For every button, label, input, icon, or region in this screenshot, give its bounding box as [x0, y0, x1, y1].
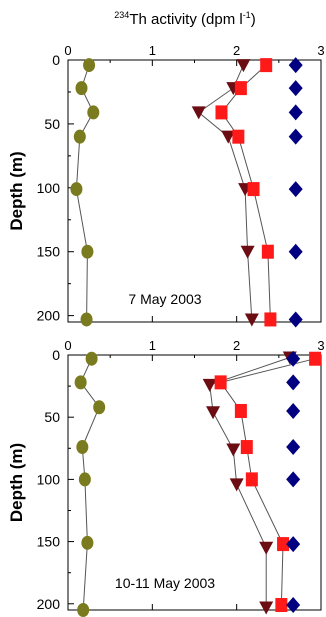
y-tick-label: 0	[52, 347, 60, 363]
data-point-square	[234, 403, 247, 418]
data-point-triangle	[221, 130, 236, 144]
y-tick-label: 100	[37, 180, 61, 196]
y-tick-label: 150	[37, 244, 61, 260]
data-point-diamond	[288, 104, 303, 121]
data-point-triangle	[259, 541, 274, 555]
y-axis-label: Depth (m)	[7, 443, 26, 522]
x-tick-label: 0	[64, 338, 71, 353]
y-tick-label: 200	[37, 308, 61, 324]
data-point-diamond	[286, 471, 301, 488]
data-point-square	[261, 244, 274, 259]
data-point-square	[275, 598, 288, 613]
data-point-square	[245, 472, 258, 487]
data-point-triangle	[236, 59, 251, 73]
data-point-circle	[81, 244, 94, 259]
data-point-square	[215, 105, 228, 120]
data-point-diamond	[286, 350, 301, 367]
data-point-circle	[77, 603, 90, 617]
data-point-triangle	[202, 378, 217, 392]
data-point-triangle	[259, 601, 274, 615]
y-tick-label: 150	[37, 534, 61, 550]
data-point-circle	[78, 472, 91, 487]
data-point-triangle	[191, 106, 206, 120]
title-close-paren: )	[251, 11, 256, 28]
data-point-square	[260, 58, 273, 73]
data-point-circle	[85, 351, 98, 366]
data-point-triangle	[226, 443, 241, 457]
y-tick-label: 100	[37, 471, 61, 487]
data-point-triangle	[229, 478, 244, 492]
data-point-circle	[80, 312, 93, 327]
panel-bottom: 0 1 2 3 0 50 100 150 200 Depth (m) 10-11 May 2003	[7, 338, 325, 617]
data-point-square	[232, 129, 245, 144]
data-point-triangle	[244, 313, 259, 327]
data-point-circle	[76, 440, 89, 455]
data-point-diamond	[288, 181, 303, 198]
x-tick-label: 1	[149, 43, 156, 58]
data-point-circle	[83, 58, 96, 73]
y-tick-label: 50	[44, 116, 60, 132]
panel-top: 0 1 2 3 0 50 100 150 200 Depth (m) 7 May 2003	[7, 43, 325, 328]
x-tick-label: 2	[233, 43, 240, 58]
date-annotation: 10-11 May 2003	[115, 575, 215, 591]
data-point-diamond	[288, 243, 303, 260]
data-point-square	[214, 375, 227, 390]
x-tick-label: 0	[64, 43, 71, 58]
data-point-circle	[74, 375, 87, 390]
data-point-circle	[87, 105, 100, 120]
data-point-square	[240, 440, 253, 455]
plot-frame	[67, 59, 322, 323]
data-point-diamond	[288, 80, 303, 97]
data-point-square	[247, 182, 260, 197]
figure-title: 234Th activity (dpm l-1)	[114, 10, 255, 28]
data-point-diamond	[288, 311, 303, 328]
data-point-circle	[93, 400, 106, 415]
y-axis-label: Depth (m)	[7, 151, 26, 230]
y-tick-label: 0	[52, 52, 60, 68]
data-point-circle	[73, 129, 86, 144]
data-point-diamond	[286, 536, 301, 553]
data-point-diamond	[286, 439, 301, 456]
data-point-triangle	[206, 406, 221, 420]
data-point-square	[234, 81, 247, 96]
plot-frame	[67, 354, 322, 611]
title-superscript-exponent: -1	[243, 10, 251, 20]
x-tick-label: 1	[149, 338, 156, 353]
data-point-diamond	[288, 57, 303, 74]
data-point-triangle	[240, 245, 255, 259]
data-point-diamond	[288, 128, 303, 145]
data-point-circle	[70, 182, 83, 197]
x-tick-label: 3	[317, 43, 324, 58]
x-tick-label: 2	[233, 338, 240, 353]
y-tick-label: 50	[44, 409, 60, 425]
data-point-diamond	[286, 374, 301, 391]
data-point-diamond	[286, 402, 301, 419]
y-tick-label: 200	[37, 596, 61, 612]
data-point-square	[264, 312, 277, 327]
title-superscript-mass: 234	[114, 10, 129, 20]
date-annotation: 7 May 2003	[128, 291, 201, 307]
data-point-circle	[75, 81, 88, 96]
title-main-text: Th activity (dpm l	[129, 11, 242, 28]
x-tick-label: 3	[317, 338, 324, 353]
data-point-circle	[81, 535, 94, 550]
data-point-square	[309, 351, 322, 366]
data-point-diamond	[286, 597, 301, 614]
data-point-square	[277, 537, 290, 552]
